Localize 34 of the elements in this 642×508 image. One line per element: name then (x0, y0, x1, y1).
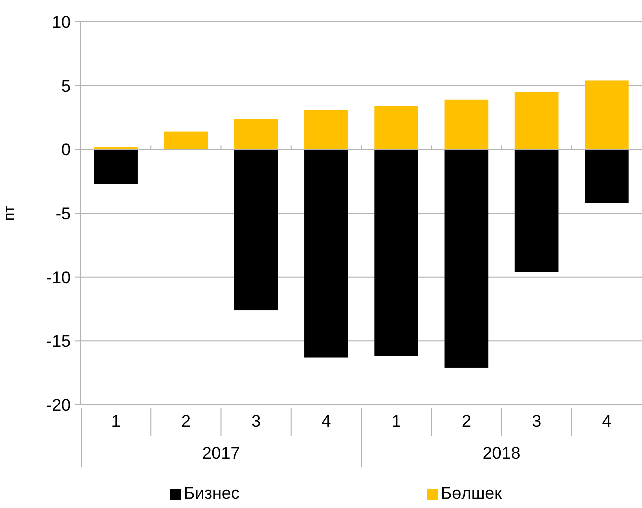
bar (304, 150, 348, 358)
x-tick-label: 2 (181, 412, 191, 431)
y-tick-label: 10 (52, 12, 71, 32)
bar (374, 106, 418, 150)
bar (514, 92, 559, 150)
y-tick-label: -10 (46, 268, 71, 288)
x-tick-label: 4 (322, 412, 332, 431)
y-tick-label: -5 (56, 204, 71, 224)
y-tick-label: -20 (46, 396, 71, 415)
x-tick-label: 3 (532, 412, 542, 431)
y-tick-label: 5 (62, 76, 71, 96)
x-tick-label: 1 (111, 412, 121, 431)
legend-label: Бизнес (184, 484, 240, 503)
bar (94, 150, 138, 184)
bar (444, 150, 489, 368)
x-tick-label: 4 (602, 412, 612, 431)
x-tick-label: 1 (392, 412, 402, 431)
x-tick-label: 2 (462, 412, 472, 431)
bar (234, 119, 278, 150)
bar (164, 132, 208, 150)
x-tick-label: 3 (252, 412, 262, 431)
bar (585, 150, 629, 204)
y-axis-title: пт (1, 206, 18, 221)
text: 2017 (202, 444, 240, 463)
bar (585, 80, 629, 150)
bar (374, 150, 418, 356)
text: 2018 (482, 444, 521, 463)
legend-label: Бөлшек (441, 484, 503, 503)
bar (514, 150, 559, 272)
y-tick-label: -15 (46, 332, 71, 352)
bar (304, 110, 348, 150)
bar (444, 100, 489, 150)
bar (234, 150, 278, 311)
y-tick-label: 0 (62, 140, 71, 160)
